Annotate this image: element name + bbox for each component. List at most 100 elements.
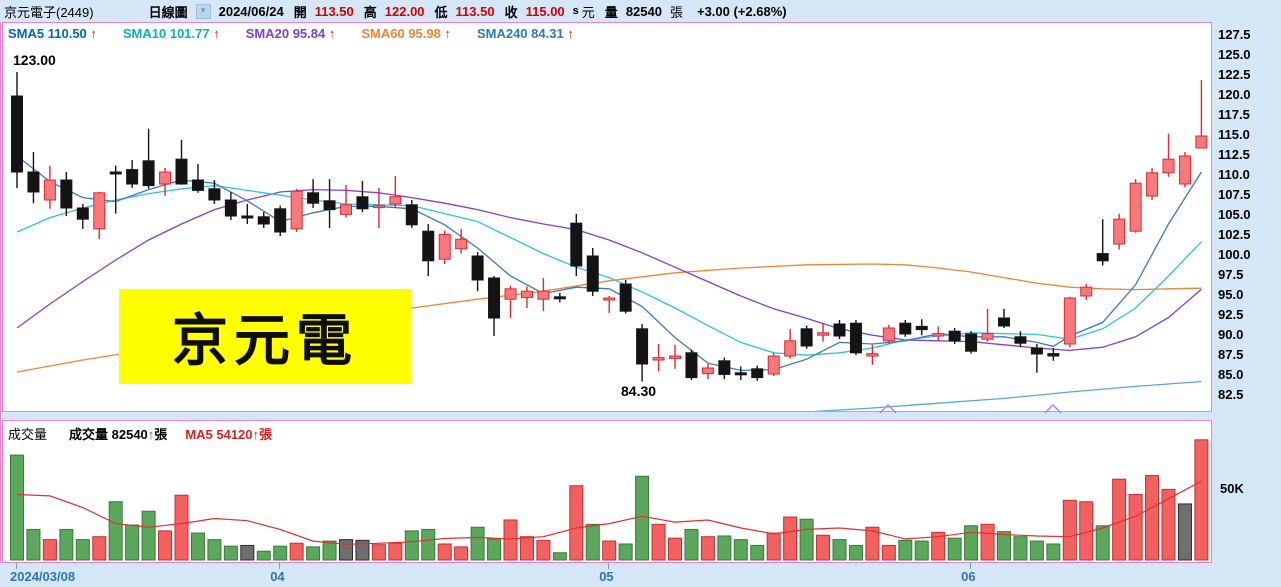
volume-ma5-unit: ↑張: [252, 427, 273, 442]
candle-body: [784, 340, 797, 357]
candle-body: [1129, 182, 1142, 232]
candle-body: [849, 322, 862, 354]
candle-body: [455, 238, 468, 250]
volume-bar: [503, 519, 518, 561]
candle-body: [175, 158, 188, 185]
up-arrow-icon: ↑: [90, 26, 97, 41]
chevron-down-icon[interactable]: ▾: [195, 3, 211, 19]
candle-body: [619, 283, 632, 312]
volume-bar: [536, 539, 551, 561]
candle-body: [866, 353, 879, 357]
candle-body: [1014, 336, 1027, 344]
volume-bar: [848, 544, 863, 561]
volume-bar: [141, 510, 156, 561]
change-value: +3.00 (+2.68%): [696, 3, 787, 19]
candle-body: [142, 160, 155, 187]
price-axis-tick: 100.0: [1218, 247, 1251, 262]
volume-bar: [618, 543, 633, 561]
volume-bar: [1046, 543, 1061, 561]
volume-chart-svg: [10, 439, 1209, 561]
volume-bar: [223, 545, 238, 561]
volume-bar: [700, 536, 715, 561]
candle-body: [915, 325, 928, 331]
up-arrow-icon: ↑: [213, 26, 220, 41]
high-label: 高: [363, 4, 377, 20]
candle-body: [1162, 158, 1175, 174]
candle-body: [43, 179, 56, 201]
volume-bar: [1128, 493, 1143, 561]
time-axis-tick: [970, 563, 972, 569]
volume-legend: 成交量 成交量 82540↑張 MA5 54120↑張: [8, 424, 272, 443]
sma-legend-item: SMA10 101.77 ↑: [122, 26, 220, 41]
candle-body: [899, 322, 912, 335]
volume-bar: [997, 531, 1011, 561]
volume-label: 量: [604, 4, 618, 20]
candle-body: [1030, 347, 1043, 355]
chart-type-label[interactable]: 日線圖: [148, 4, 188, 20]
price-axis-tick: 127.5: [1218, 27, 1251, 42]
volume-bar: [470, 526, 485, 561]
time-axis-tick: [279, 563, 281, 569]
volume-bar: [980, 523, 995, 561]
time-axis-label: 06: [961, 569, 976, 584]
candle-body: [965, 333, 978, 352]
currency-label: 元: [581, 4, 595, 20]
event-caret-icon: [879, 404, 897, 414]
volume-bar: [1029, 540, 1044, 561]
candle-body: [126, 169, 139, 185]
date-value: 2024/06/24: [218, 3, 284, 19]
volume-axis-label: 50K: [1220, 481, 1244, 496]
candle-body: [553, 296, 566, 300]
volume-bar: [42, 539, 57, 561]
price-axis-tick: 105.0: [1218, 207, 1251, 222]
volume-ma5-label: MA5 54120: [185, 427, 253, 442]
candle-body: [520, 290, 533, 299]
candle-body: [817, 332, 830, 336]
volume-bar: [865, 526, 880, 561]
sma-legend: SMA5 110.50 ↑ SMA10 101.77 ↑ SMA20 95.84 ↑…: [8, 26, 600, 41]
candle-body: [109, 171, 122, 175]
up-arrow-icon: ↑: [567, 26, 574, 41]
event-caret-icon: [1044, 404, 1062, 414]
candle-body: [800, 328, 813, 347]
candle-body: [603, 297, 616, 301]
volume-bar: [437, 543, 452, 561]
candle-body: [340, 204, 352, 215]
candle-body: [882, 327, 895, 342]
candle-body: [1146, 172, 1159, 197]
candle-body: [356, 196, 369, 210]
sma-legend-item: SMA240 84.31 ↑: [476, 26, 574, 41]
candle-body: [471, 255, 484, 281]
candle-body: [422, 230, 435, 262]
close-value: 115.00: [525, 3, 565, 19]
volume-pane: 成交量 成交量 82540↑張 MA5 54120↑張: [2, 420, 1212, 563]
close-label: 收: [504, 4, 518, 20]
candle-body: [1195, 135, 1208, 149]
candle-body: [570, 222, 583, 267]
price-axis-tick: 97.5: [1218, 267, 1244, 282]
candle-body: [718, 360, 731, 375]
price-chart-svg: [11, 72, 1208, 411]
up-arrow-icon: ↑: [444, 26, 451, 41]
candle-body: [290, 190, 303, 230]
volume-bar: [766, 532, 781, 561]
volume-bar: [256, 550, 271, 561]
time-axis-tick: [608, 563, 610, 569]
low-label: 低: [434, 4, 448, 20]
volume-bar: [190, 532, 205, 561]
volume-bar: [404, 530, 419, 561]
volume-bar: [108, 501, 123, 561]
volume-bar: [339, 539, 353, 561]
price-axis-tick: 120.0: [1218, 87, 1251, 102]
sma-legend-item: SMA5 110.50 ↑: [8, 26, 97, 41]
candle-body: [60, 179, 73, 209]
volume-bar: [454, 546, 469, 561]
volume-unit-label: 張: [154, 427, 168, 442]
price-axis-tick: 115.0: [1218, 127, 1250, 142]
time-x-axis[interactable]: 2024/03/08 04 05 06: [0, 563, 1281, 587]
volume-bar: [552, 552, 567, 561]
candle-body: [1080, 286, 1093, 297]
volume-bar: [421, 528, 436, 561]
price-axis-tick: 87.5: [1218, 347, 1244, 362]
volume-bar: [832, 539, 847, 561]
